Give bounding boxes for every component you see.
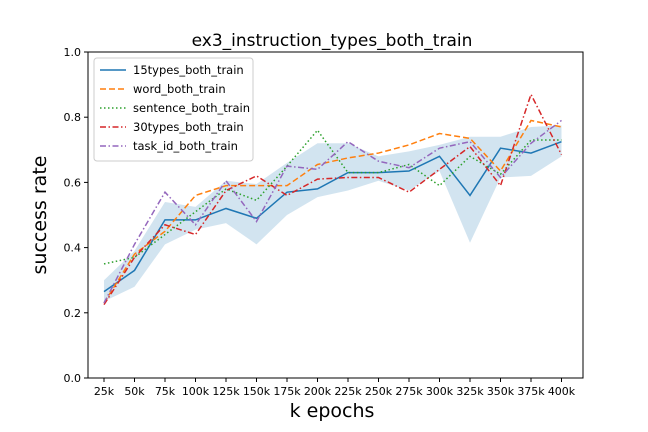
x-tick-label: 150k	[243, 385, 271, 398]
y-tick-label: 1.0	[64, 46, 82, 59]
x-tick-label: 75k	[155, 385, 176, 398]
series-line-1	[103, 119, 562, 304]
y-tick-label: 0.4	[64, 242, 82, 255]
series-line-4	[103, 119, 562, 304]
legend-label: sentence_both_train	[133, 101, 250, 115]
x-tick-label: 275k	[395, 385, 423, 398]
confidence-band	[104, 125, 562, 302]
legend-label: 30types_both_train	[133, 120, 244, 134]
y-tick-label: 0.0	[64, 372, 82, 385]
x-axis: 25k 50k 75k 100k 125k 150k 175k 200k 225k 250k 275…	[94, 378, 576, 398]
x-tick-label: 25k	[94, 385, 115, 398]
x-tick-label: 200k	[304, 385, 332, 398]
x-tick-label: 175k	[273, 385, 301, 398]
x-tick-label: 250k	[365, 385, 393, 398]
series-layer	[103, 92, 563, 306]
x-tick-label: 125k	[212, 385, 240, 398]
series-line-0	[103, 140, 562, 293]
y-axis: 0.0 0.2 0.4 0.6 0.8 1.0	[64, 46, 88, 385]
x-tick-label: 325k	[456, 385, 484, 398]
y-axis-label: success rate	[29, 156, 51, 275]
x-tick-label: 375k	[517, 385, 545, 398]
y-tick-label: 0.6	[64, 176, 82, 189]
legend: 15types_both_train word_both_trainsentenc…	[93, 57, 254, 162]
x-tick-label: 100k	[182, 385, 210, 398]
x-tick-label: 300k	[426, 385, 454, 398]
series-line-2	[103, 129, 562, 265]
series-line-3	[103, 92, 563, 306]
y-tick-label: 0.2	[64, 307, 82, 320]
x-axis-label: k epochs	[290, 400, 375, 422]
chart-title: ex3_instruction_types_both_train	[192, 31, 473, 51]
legend-box	[93, 57, 254, 162]
y-tick-label: 0.8	[64, 111, 82, 124]
plot-frame	[87, 51, 584, 379]
legend-label: word_both_train	[133, 82, 226, 96]
x-tick-label: 225k	[334, 385, 362, 398]
x-tick-label: 350k	[487, 385, 515, 398]
legend-label: task_id_both_train	[133, 139, 238, 153]
x-tick-label: 50k	[124, 385, 145, 398]
legend-label: 15types_both_train	[133, 63, 244, 77]
x-tick-label: 400k	[548, 385, 576, 398]
confidence-band-layer	[104, 125, 562, 302]
